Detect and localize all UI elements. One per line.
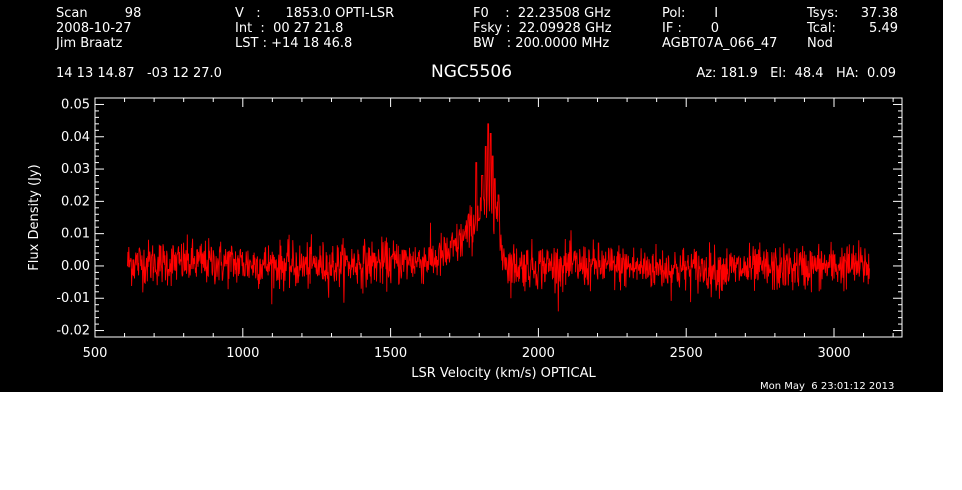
col5-line-1: Tcal: (807, 21, 836, 36)
spectrum-plot-panel: Scan 98 2008-10-27 Jim Braatz V : 1853.0 O… (0, 0, 943, 392)
y-tick-label: 0.04 (61, 130, 90, 145)
y-tick-label: 0.02 (61, 194, 90, 209)
header-frequency-block: F0 : 22.23508 GHz Fsky : 22.09928 GHz BW :… (473, 6, 612, 51)
x-tick-label: 500 (83, 346, 108, 361)
col6-line-0: 37.38 (860, 6, 898, 21)
header-tsys-block: Tsys: Tcal: Nod (807, 6, 838, 51)
spectrum-series-line (127, 123, 870, 312)
y-tick-label: 0.05 (61, 97, 90, 112)
col4-line-0: Pol: I (662, 6, 719, 21)
y-tick-label: 0.03 (61, 162, 90, 177)
col6-line-1: 5.49 (869, 21, 898, 36)
source-title: NGC5506 (430, 62, 513, 82)
x-axis-label: LSR Velocity (km/s) OPTICAL (411, 366, 596, 381)
x-tick-label: 2000 (522, 346, 555, 361)
az-el-ha-readout: Az: 181.9 El: 48.4 HA: 0.09 (696, 66, 896, 81)
x-tick-label: 3000 (817, 346, 850, 361)
header-scan-block: Scan 98 2008-10-27 Jim Braatz (56, 6, 141, 51)
y-tick-label: -0.01 (56, 291, 90, 306)
x-tick-label: 1500 (374, 346, 407, 361)
coordinates-readout: 14 13 14.87 -03 12 27.0 (56, 66, 222, 81)
y-tick-label: 0.01 (61, 227, 90, 242)
x-tick-label: 2500 (670, 346, 703, 361)
col3-line-0: F0 : 22.23508 GHz (473, 6, 611, 21)
plot-datestamp: Mon May 6 23:01:12 2013 (760, 381, 895, 392)
y-axis-label: Flux Density (Jy) (27, 164, 42, 270)
col1-line-0: Scan 98 (56, 6, 142, 21)
col3-line-1: Fsky : 22.09928 GHz (473, 21, 612, 36)
col3-line-2: BW : 200.0000 MHz (473, 36, 610, 51)
col4-line-1: IF : 0 (662, 21, 720, 36)
spectrum-chart: 500 1000 1500 2000 2500 3000 -0.02 -0.01 0.00 0.0… (27, 97, 903, 381)
header-polarization-block: Pol: I IF : 0 AGBT07A_066_47 (662, 6, 777, 51)
y-tick-label: 0.00 (61, 259, 90, 274)
header-velocity-block: V : 1853.0 OPTI-LSR Int : 00 27 21.8 LST :… (235, 6, 394, 51)
col4-line-2: AGBT07A_066_47 (662, 36, 778, 51)
col2-line-1: Int : 00 27 21.8 (235, 21, 344, 36)
col5-line-0: Tsys: (807, 6, 839, 21)
col2-line-0: V : 1853.0 OPTI-LSR (235, 6, 395, 21)
x-tick-label: 1000 (226, 346, 259, 361)
plot-frame (94, 97, 903, 338)
y-tick-label: -0.02 (56, 324, 90, 339)
col1-line-1: 2008-10-27 (56, 21, 132, 36)
header-tsys-values: 37.38 5.49 (861, 6, 898, 36)
col5-line-2: Nod (807, 36, 833, 51)
col1-line-2: Jim Braatz (56, 36, 123, 51)
col2-line-2: LST : +14 18 46.8 (235, 36, 353, 51)
